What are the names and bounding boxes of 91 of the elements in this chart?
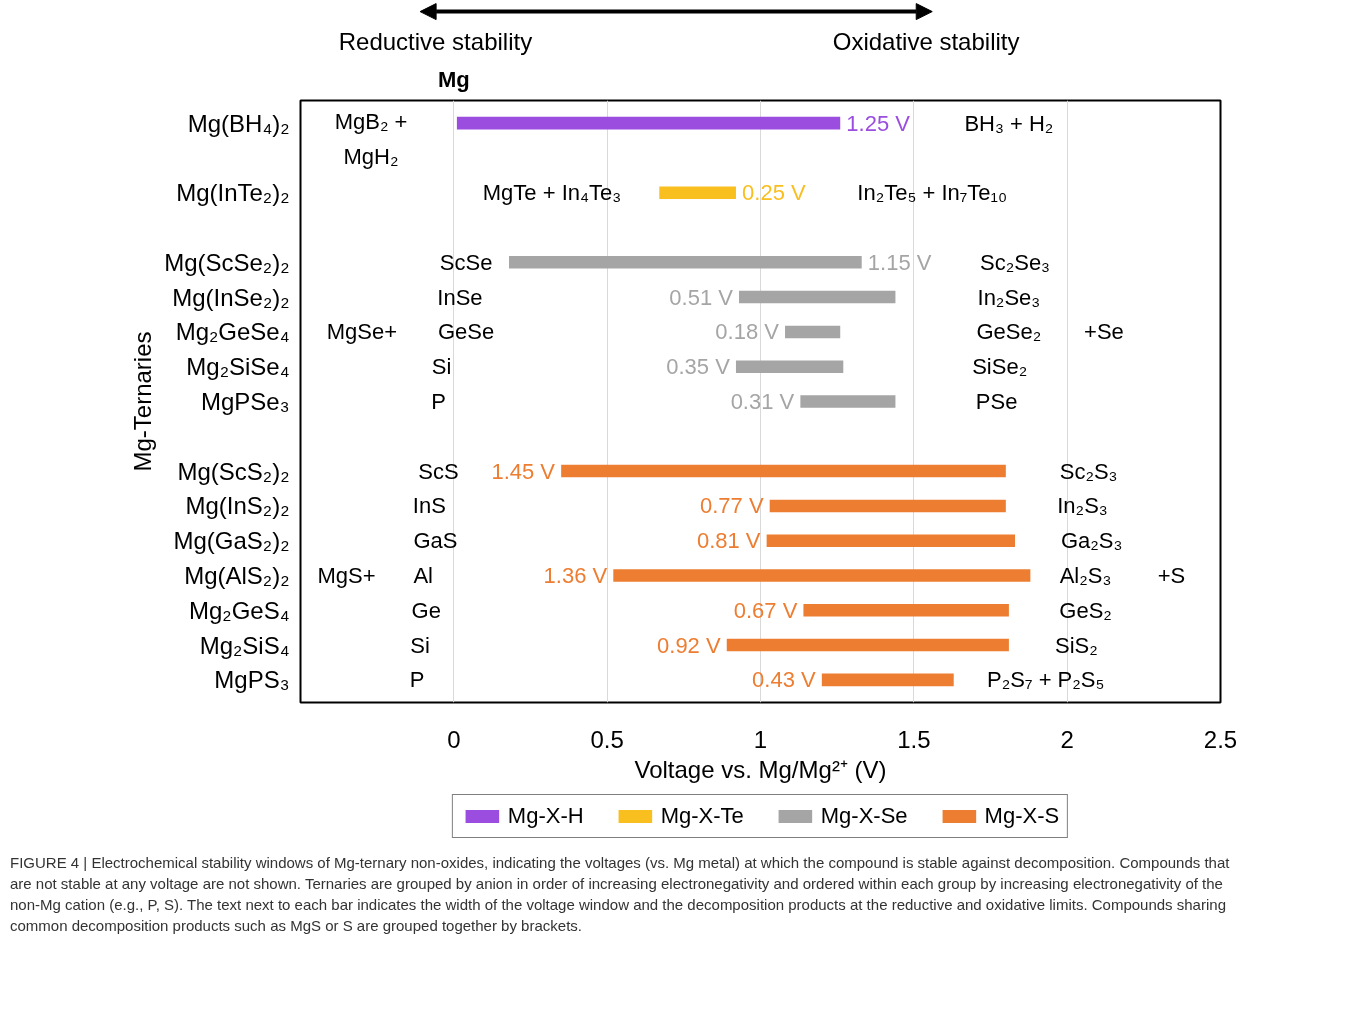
annotation: In₂S₃: [1057, 493, 1108, 519]
annotation: InS: [412, 493, 446, 519]
bar: [739, 290, 896, 304]
bar: [735, 360, 844, 373]
bar: [800, 395, 896, 408]
bar: [659, 186, 736, 199]
bar: [726, 638, 1009, 652]
legend-label: Mg-X-S: [984, 803, 1060, 829]
x-tick-label: 0: [447, 725, 461, 753]
annotation: MgB₂ +: [334, 108, 408, 134]
caption: FIGURE 4 | Electrochemical stability windows of Mg-ternary non-oxides, indicating the voltages (vs. Mg metal) at which the compound is stable against decomposition. Compounds that are not stable at any voltage are not shown. Ternaries are grouped by anion in order of increasing electronegativity and ordered within each group by increasing electronegativity of the non-Mg cation (e.g., P, S). The text next to each bar indicates the width of the voltage window and the decomposition products at the reductive and oxidative limits. Compounds sharing common decomposition products such as MgS or S are grouped together by brackets.: [10, 853, 1231, 936]
annotation: Sc₂S₃: [1059, 458, 1118, 484]
x-tick-label: 1.5: [897, 725, 931, 753]
annotation: MgTe + In₄Te₃: [482, 180, 622, 206]
annotation: Sc₂Se₃: [979, 249, 1051, 275]
annotation: SiS₂: [1054, 632, 1098, 658]
y-tick-label: Mg(ScSe₂)₂: [164, 248, 290, 276]
annotation: GeS₂: [1059, 597, 1112, 623]
y-tick-label: Mg(AlS₂)₂: [184, 561, 290, 589]
annotation: In₂Te₅ + In₇Te₁₀: [857, 180, 1008, 206]
data-label: 1.45 V: [491, 458, 556, 484]
data-label: 0.35 V: [666, 354, 731, 380]
annotation: Ge: [411, 597, 441, 623]
annotation: Si: [431, 354, 452, 380]
annotation: +S: [1157, 562, 1186, 588]
data-label: 0.25 V: [742, 180, 807, 206]
legend-label: Mg-X-H: [507, 803, 584, 829]
y-tick-label: Mg(InS₂)₂: [185, 492, 290, 520]
annotation: +Se: [1084, 319, 1124, 345]
x-tick-label: 2.5: [1203, 725, 1238, 753]
y-tick-label: MgPSe₃: [201, 388, 290, 415]
annotation: GaS: [413, 528, 458, 554]
y-axis-title: Mg-Ternaries: [129, 331, 157, 472]
data-label: 0.31 V: [730, 389, 795, 414]
annotation: Si: [410, 632, 430, 658]
data-label: 0.43 V: [752, 667, 817, 693]
annotation: MgH₂: [343, 143, 399, 169]
annotation: ScS: [418, 458, 459, 484]
bar: [803, 604, 1009, 617]
annotation: SiSe₂: [972, 354, 1028, 380]
y-tick-label: Mg₂GeSe₄: [175, 318, 290, 346]
data-label: 1.15 V: [867, 249, 932, 275]
data-label: 0.92 V: [657, 632, 721, 658]
annotation: In₂Se₃: [977, 284, 1041, 310]
bar: [821, 673, 954, 687]
text: Oxidative stability: [832, 28, 1020, 56]
legend-label: Mg-X-Te: [660, 803, 744, 829]
bar: [456, 116, 841, 130]
bar: [785, 325, 841, 339]
y-tick-label: MgPS₃: [214, 666, 290, 694]
bar: [769, 499, 1006, 513]
x-axis-title: Voltage vs. Mg/Mg²⁺ (V): [634, 755, 887, 783]
data-label: 0.81 V: [696, 528, 761, 554]
bar: [561, 464, 1006, 478]
annotation: Ga₂S₃: [1060, 528, 1123, 554]
annotation: GeSe: [437, 319, 495, 345]
text: Mg: [437, 67, 470, 93]
annotation: P: [431, 389, 446, 414]
y-tick-label: Mg₂GeS₄: [189, 596, 290, 624]
annotation: MgS+: [317, 562, 376, 588]
annotation: Al₂S₃: [1059, 562, 1112, 588]
annotation: InSe: [437, 284, 483, 310]
data-label: 0.18 V: [715, 319, 780, 345]
data-label: 1.25 V: [846, 110, 911, 136]
text: Reductive stability: [338, 28, 533, 56]
annotation: GeSe₂: [976, 319, 1042, 345]
annotation: ScSe: [439, 249, 493, 275]
bar: [509, 256, 862, 269]
annotation: BH₃ + H₂: [964, 110, 1054, 136]
y-tick-label: Mg(GaS₂)₂: [173, 527, 290, 555]
x-tick-label: 0.5: [590, 725, 624, 753]
y-tick-label: Mg(BH₄)₂: [187, 109, 290, 137]
annotation: Al: [413, 562, 433, 588]
x-tick-label: 1: [753, 725, 768, 753]
annotation: P₂S₇ + P₂S₅: [987, 667, 1105, 693]
data-label: 0.67 V: [733, 597, 798, 623]
legend-label: Mg-X-Se: [820, 803, 908, 829]
annotation: P: [409, 667, 425, 693]
y-tick-label: Mg(InTe₂)₂: [176, 179, 290, 207]
x-tick-label: 2: [1060, 725, 1074, 753]
bar: [766, 534, 1016, 547]
y-tick-label: Mg₂SiSe₄: [186, 353, 290, 381]
annotation: PSe: [975, 389, 1018, 414]
y-tick-label: Mg₂SiS₄: [199, 631, 290, 659]
data-label: 1.36 V: [543, 562, 608, 588]
data-label: 0.51 V: [669, 284, 734, 310]
y-tick-label: Mg(ScS₂)₂: [177, 457, 290, 485]
annotation: MgSe+: [326, 319, 397, 345]
data-label: 0.77 V: [699, 493, 764, 519]
y-tick-label: Mg(InSe₂)₂: [172, 283, 290, 311]
bar: [613, 569, 1031, 582]
